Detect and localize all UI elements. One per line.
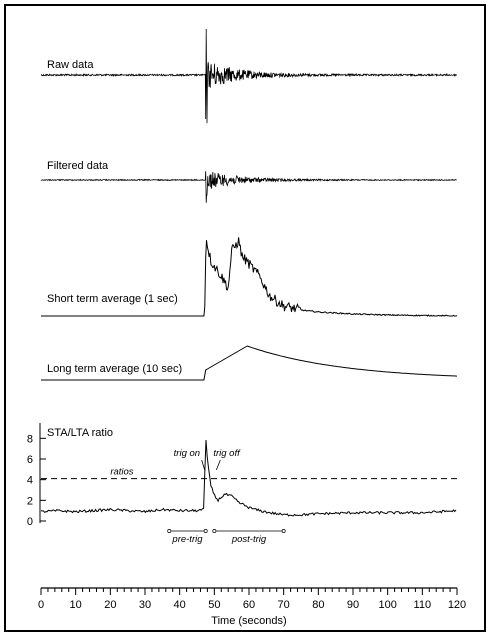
x-tick-label: 70: [278, 599, 290, 611]
x-tick-label: 60: [243, 599, 255, 611]
x-tick-label: 40: [174, 599, 186, 611]
trig-off-arrow: [215, 459, 221, 471]
threshold-label: ratios: [110, 467, 133, 478]
post-trig-label: post-trig: [231, 534, 267, 545]
x-tick-label: 90: [347, 599, 359, 611]
ratio-label: STA/LTA ratio: [47, 427, 113, 439]
lta-label: Long term average (10 sec): [47, 363, 182, 375]
trig-on-annotation: trig on: [174, 448, 200, 459]
x-tick-label: 10: [70, 599, 82, 611]
figure-frame: [4, 4, 486, 632]
filtered-data-trace: [40, 171, 457, 203]
x-tick-label: 110: [414, 599, 432, 611]
y-tick-label: 0: [27, 516, 33, 528]
sta-trace: [41, 237, 458, 317]
x-tick-label: 80: [312, 599, 324, 611]
x-tick-label: 30: [139, 599, 151, 611]
ratio-trace: [40, 439, 457, 517]
pre-trig-label: pre-trig: [171, 534, 203, 545]
y-tick-label: 2: [27, 495, 33, 507]
span-end-marker: [167, 529, 172, 533]
lta-trace: [41, 345, 458, 381]
raw-data-label: Raw data: [47, 59, 94, 71]
x-tick-label: 0: [38, 599, 44, 611]
time-axis: 0 10 20 30 40 50 60 70 80 90 100 110 120: [38, 587, 466, 611]
trig-off-annotation: trig off: [213, 448, 241, 459]
span-end-marker: [281, 529, 286, 533]
filtered-data-label: Filtered data: [47, 160, 109, 172]
x-axis-title: Time (seconds): [211, 615, 286, 627]
span-end-marker: [203, 529, 208, 533]
x-tick-label: 120: [448, 599, 466, 611]
sta-label: Short term average (1 sec): [47, 293, 178, 305]
raw-data-trace: [40, 28, 457, 124]
ratio-y-axis: 0 2 4 6 8: [27, 423, 46, 528]
y-tick-label: 4: [27, 475, 33, 487]
x-tick-label: 50: [208, 599, 220, 611]
span-end-marker: [212, 529, 217, 533]
x-tick-label: 100: [378, 599, 396, 611]
x-tick-label: 20: [104, 599, 116, 611]
y-tick-label: 6: [27, 454, 33, 466]
y-tick-label: 8: [27, 433, 33, 445]
trig-on-arrow: [201, 459, 206, 471]
